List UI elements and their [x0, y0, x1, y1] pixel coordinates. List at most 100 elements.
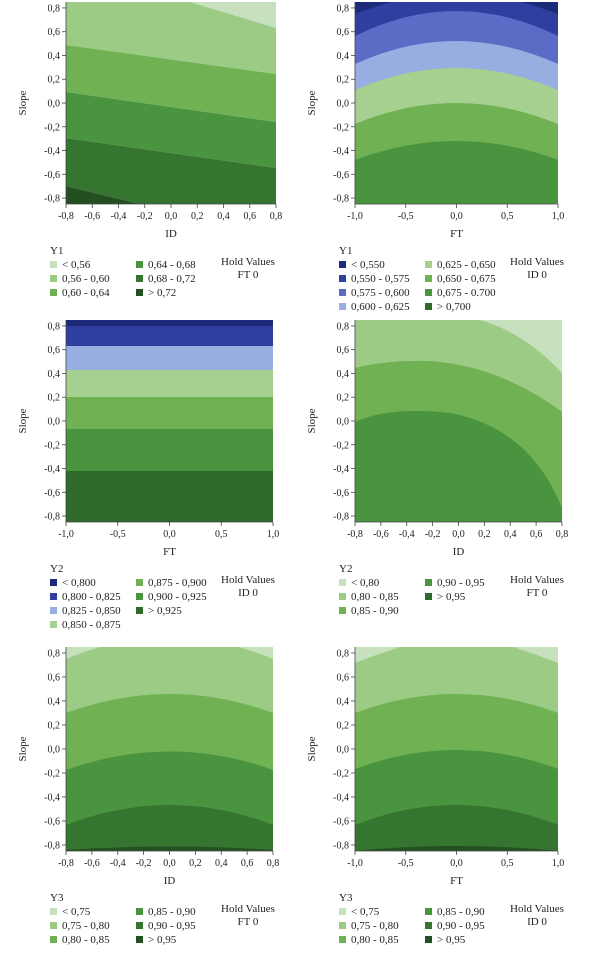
legend-item: 0,575 - 0,600 [339, 286, 410, 300]
legend-item: > 0,95 [425, 933, 465, 947]
y-axis-label: Slope [17, 90, 29, 115]
legend: Y3 < 0,75 0,75 - 0,80 0,80 - 0,85 0,85 - 0,9… [50, 891, 310, 971]
x-tick-label: 0,0 [163, 529, 176, 540]
y-tick-label: 0,8 [48, 321, 61, 332]
legend-response-label: Y2 [339, 563, 353, 575]
legend-item: < 0,80 [339, 576, 379, 590]
legend-swatch [50, 261, 57, 268]
y-tick-label: -0,4 [44, 464, 60, 475]
x-tick-label: 0,6 [241, 858, 254, 869]
legend-swatch [339, 261, 346, 268]
legend-item: < 0,75 [50, 905, 90, 919]
legend-swatch [425, 922, 432, 929]
y-tick-label: -0,4 [44, 793, 60, 804]
hold-values-value: FT 0 [526, 587, 548, 599]
legend-label: > 0,95 [437, 591, 466, 603]
y-axis-label: Slope [306, 90, 318, 115]
band-lt-0-800 [66, 320, 273, 326]
legend-label: 0,675 - 0.700 [437, 287, 496, 299]
x-tick-label: -0,5 [110, 529, 126, 540]
legend-swatch [339, 275, 346, 282]
band-0-68-0-72 [66, 138, 276, 204]
legend-item: 0,90 - 0,95 [425, 919, 485, 933]
legend-item: > 0,700 [425, 300, 471, 314]
legend-item: 0,80 - 0,85 [50, 933, 110, 947]
contour-bands [355, 320, 562, 522]
legend-label: 0,60 - 0,64 [62, 287, 110, 299]
legend-item: > 0,95 [425, 590, 465, 604]
contour-panel-y2-id: 0,8 0,6 0,4 0,2 0,0 -0,2 -0,4 -0,6 -0,8 -0,8 -0,6-… [300, 318, 600, 642]
legend-response-label: Y3 [50, 892, 64, 904]
y-tick-label: -0,6 [44, 488, 60, 499]
band-0-900-0-925 [66, 429, 273, 471]
band-lt-0-75 [66, 647, 100, 659]
legend-item: 0,60 - 0,64 [50, 286, 110, 300]
legend-item: 0,625 - 0,650 [425, 258, 496, 272]
legend-swatch [50, 936, 57, 943]
hold-values-value: FT 0 [237, 269, 259, 281]
y-tick-label: -0,4 [44, 146, 60, 157]
y-tick-label: -0,2 [333, 122, 349, 133]
x-tick-label: 0,5 [215, 529, 228, 540]
y-tick-label: -0,4 [333, 793, 349, 804]
legend-swatch [425, 579, 432, 586]
y-tick-label: -0,2 [44, 769, 60, 780]
y-tick-label: 0,8 [48, 649, 61, 660]
band-0-75-0-80 [66, 647, 273, 713]
hold-values: Hold Values ID 0 [216, 574, 280, 600]
x-tick-label: -0,6 [373, 529, 389, 540]
legend-label: 0,825 - 0,850 [62, 605, 121, 617]
hold-values-title: Hold Values [510, 574, 564, 586]
y-tick-label: 0,8 [337, 321, 350, 332]
band-lt-0-80 [480, 320, 562, 373]
hold-values-value: ID 0 [238, 587, 258, 599]
contour-plot: 0,8 0,6 0,4 0,2 0,0 -0,2 -0,4 -0,6 -0,8 -1,0 -0,5 0… [306, 647, 564, 887]
legend-swatch [339, 303, 346, 310]
legend-swatch [50, 908, 57, 915]
legend-item: < 0,550 [339, 258, 385, 272]
y-tick-label: 0,4 [48, 369, 61, 380]
band-0-75-0-80 [355, 647, 558, 713]
x-axis-label: FT [450, 875, 463, 887]
legend-label: 0,85 - 0,90 [351, 605, 399, 617]
legend-label: 0,900 - 0,925 [148, 591, 207, 603]
y-tick-label: 0,0 [337, 99, 350, 110]
contour-bands [355, 2, 558, 204]
legend-label: > 0,700 [437, 301, 471, 313]
legend-item: < 0,75 [339, 905, 379, 919]
legend-item: 0,800 - 0,825 [50, 590, 121, 604]
band-0-850-0-875 [66, 370, 273, 397]
y-tick-label: 0,0 [48, 745, 61, 756]
y-tick-label: 0,0 [48, 417, 61, 428]
y-tick-label: 0,6 [48, 345, 61, 356]
legend-swatch [50, 275, 57, 282]
legend-label: 0,90 - 0,95 [148, 920, 196, 932]
y-tick-label: -0,2 [333, 769, 349, 780]
x-tick-label: -1,0 [347, 858, 363, 869]
hold-values: Hold Values ID 0 [505, 903, 569, 929]
legend-item: 0,850 - 0,875 [50, 618, 121, 632]
x-tick-label: 0,2 [189, 858, 202, 869]
x-tick-label: 0,6 [244, 211, 257, 222]
legend-item: 0,825 - 0,850 [50, 604, 121, 618]
y-tick-label: -0,4 [333, 464, 349, 475]
legend-label: 0,550 - 0,575 [351, 273, 410, 285]
legend-item: 0,875 - 0,900 [136, 576, 207, 590]
y-tick-label: 0,6 [48, 673, 61, 684]
x-tick-label: 0,0 [452, 529, 465, 540]
x-tick-label: -1,0 [58, 529, 74, 540]
x-axis-label: ID [453, 546, 465, 558]
contour-bands [355, 647, 558, 851]
contour-plot: 0,8 0,6 0,4 0,2 0,0 -0,2 -0,4 -0,6 -0,8 -1,0 -0,5 0… [17, 320, 279, 558]
y-tick-label: 0,8 [337, 3, 350, 14]
y-tick-label: 0,6 [337, 27, 350, 38]
legend-label: > 0,925 [148, 605, 182, 617]
y-tick-label: 0,4 [48, 51, 61, 62]
legend-label: 0,80 - 0,85 [62, 934, 110, 946]
hold-values-title: Hold Values [221, 903, 275, 915]
legend-item: 0,85 - 0,90 [425, 905, 485, 919]
band-0-875-0-900 [66, 397, 273, 429]
x-tick-label: -0,4 [110, 858, 126, 869]
legend-swatch [339, 607, 346, 614]
legend-item: > 0,925 [136, 604, 182, 618]
